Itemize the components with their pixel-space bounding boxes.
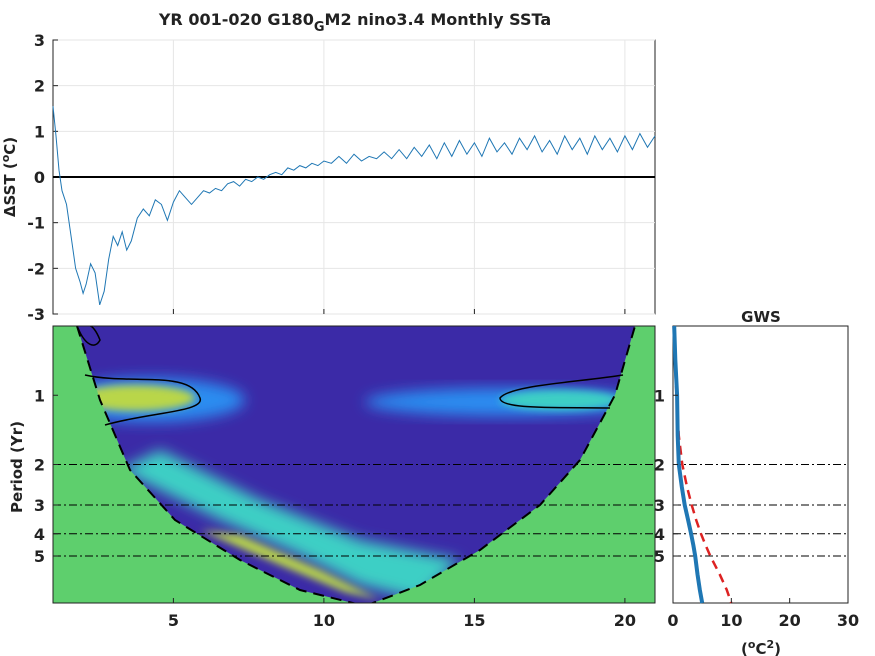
gws-x-label: (oC2)	[741, 638, 781, 656]
wavelet-y-tick-label: 2	[34, 456, 45, 475]
gws-x-tick-label: 20	[779, 611, 801, 630]
timeseries-y-label: ΔSST (oC)	[0, 137, 19, 217]
timeseries-y-tick-label: 1	[34, 122, 45, 141]
gws-ticks: 0 10 20 30 1 2 3 4 5	[654, 386, 859, 630]
gws-x-tick-label: 10	[720, 611, 742, 630]
timeseries-y-tick-label: -3	[27, 305, 45, 324]
wavelet-y-label: Period (Yr)	[8, 421, 26, 513]
trend-band	[120, 450, 460, 600]
wavelet-heatmap	[53, 326, 655, 603]
gws-y-tick-label: 1	[654, 386, 665, 405]
significance-contour-early	[84, 374, 201, 426]
wavelet-y-tick-label: 1	[34, 386, 45, 405]
timeseries-y-tick-label: 2	[34, 77, 45, 96]
gws-y-tick-label: 5	[654, 547, 665, 566]
annual-band-early-core	[75, 385, 195, 411]
wavelet-x-tick-label: 15	[463, 611, 485, 630]
cone-of-influence-left	[53, 326, 353, 603]
gws-x-tick-label: 30	[837, 611, 859, 630]
wavelet-y-tick-label: 4	[34, 525, 45, 544]
gws-x-tick-label: 0	[667, 611, 678, 630]
significance-contour-late	[499, 374, 624, 409]
wavelet-x-tick-label: 5	[168, 611, 179, 630]
significance-contour-corner	[77, 326, 101, 346]
gws-y-tick-label: 2	[654, 456, 665, 475]
timeseries-ticks: -3 -2 -1 0 1 2 3	[27, 31, 626, 324]
gws-y-tick-label: 4	[654, 525, 665, 544]
wavelet-ticks: 5 10 15 20 1 2 3 4 5	[34, 386, 636, 630]
timeseries-y-tick-label: -1	[27, 214, 45, 233]
annual-band-late-core	[500, 390, 620, 410]
wavelet-y-tick-label: 3	[34, 496, 45, 515]
wavelet-x-tick-label: 10	[313, 611, 335, 630]
timeseries-y-tick-label: 3	[34, 31, 45, 50]
sst-series-line	[52, 106, 656, 306]
timeseries-y-tick-label: -2	[27, 259, 45, 278]
gws-power-line	[672, 325, 705, 604]
cone-boundary	[76, 326, 636, 603]
gws-title: GWS	[741, 308, 781, 326]
trend-core	[200, 530, 380, 600]
gws-y-tick-label: 3	[654, 496, 665, 515]
wavelet-x-tick-label: 20	[614, 611, 636, 630]
gws-reference-lines	[673, 464, 848, 557]
chart-title: YR 001-020 G180GM2 nino3.4 Monthly SSTa	[158, 10, 551, 35]
timeseries-y-tick-label: 0	[34, 168, 45, 187]
timeseries-gridlines	[53, 39, 655, 315]
wavelet-reference-lines	[53, 464, 655, 557]
wavelet-y-tick-label: 5	[34, 547, 45, 566]
